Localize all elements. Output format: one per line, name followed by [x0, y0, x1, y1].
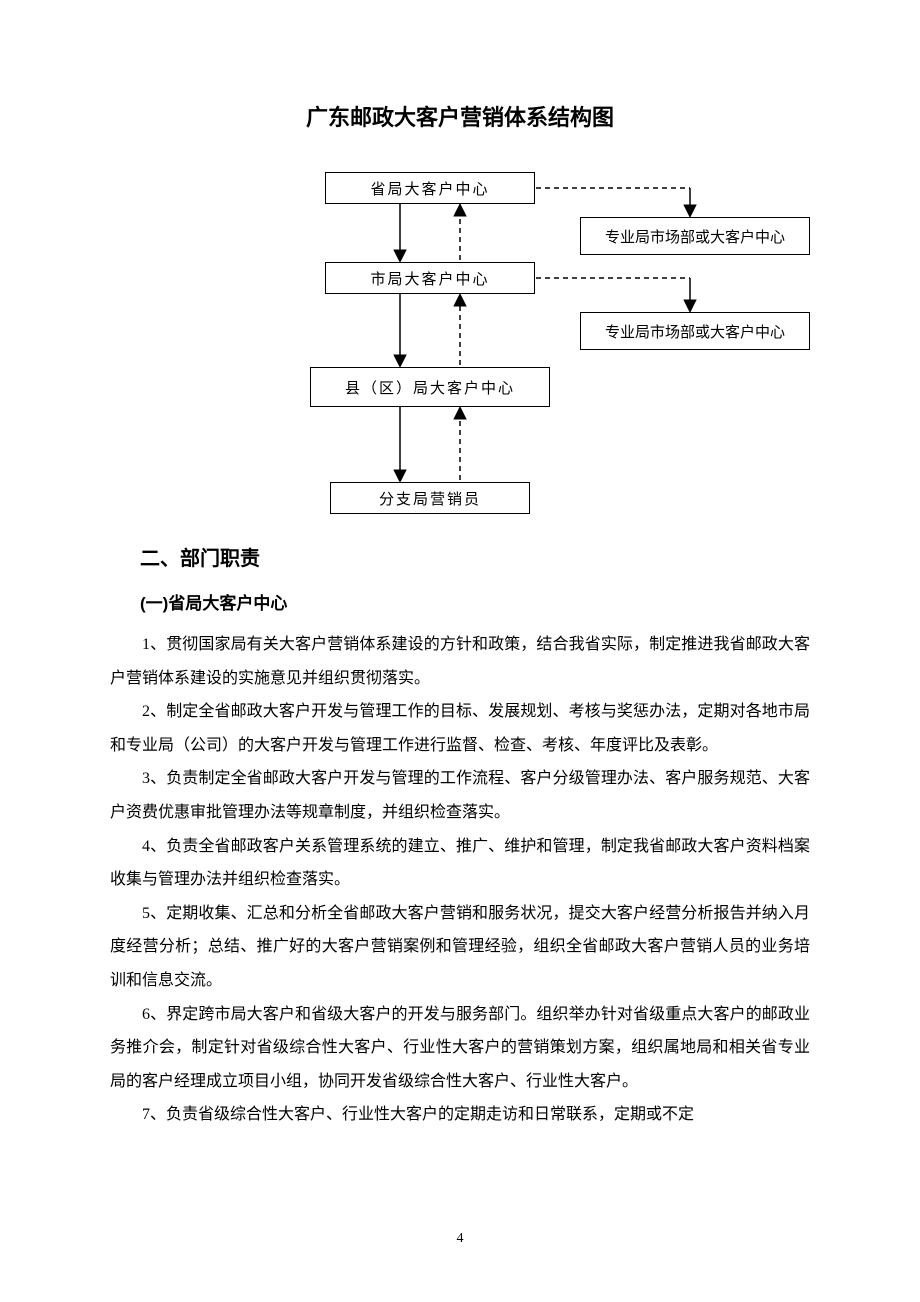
paragraph: 3、负责制定全省邮政大客户开发与管理的工作流程、客户分级管理办法、客户服务规范、… — [110, 762, 810, 829]
paragraph: 6、界定跨市局大客户和省级大客户的开发与服务部门。组织举办针对省级重点大客户的邮… — [110, 998, 810, 1099]
subsection-heading: (一)省局大客户中心 — [140, 589, 810, 614]
paragraph: 1、贯彻国家局有关大客户营销体系建设的方针和政策，结合我省实际，制定推进我省邮政… — [110, 628, 810, 695]
node-pro-bureau-2: 专业局市场部或大客户中心 — [580, 312, 810, 350]
section-heading: 二、部门职责 — [140, 542, 810, 571]
paragraph: 4、负责全省邮政客户关系管理系统的建立、推广、维护和管理，制定我省邮政大客户资料… — [110, 830, 810, 897]
paragraph: 2、制定全省邮政大客户开发与管理工作的目标、发展规划、考核与奖惩办法，定期对各地… — [110, 695, 810, 762]
node-city-center: 市局大客户中心 — [325, 262, 535, 294]
node-pro-bureau-1: 专业局市场部或大客户中心 — [580, 217, 810, 255]
org-flowchart: 省局大客户中心 市局大客户中心 县（区）局大客户中心 分支局营销员 专业局市场部… — [210, 162, 770, 522]
paragraph: 7、负责省级综合性大客户、行业性大客户的定期走访和日常联系，定期或不定 — [110, 1098, 810, 1132]
node-branch-sales: 分支局营销员 — [330, 482, 530, 514]
page-title: 广东邮政大客户营销体系结构图 — [110, 100, 810, 132]
page-number: 4 — [0, 1231, 920, 1247]
paragraph: 5、定期收集、汇总和分析全省邮政大客户营销和服务状况，提交大客户经营分析报告并纳… — [110, 897, 810, 998]
node-county-center: 县（区）局大客户中心 — [310, 367, 550, 407]
node-province-center: 省局大客户中心 — [325, 172, 535, 204]
